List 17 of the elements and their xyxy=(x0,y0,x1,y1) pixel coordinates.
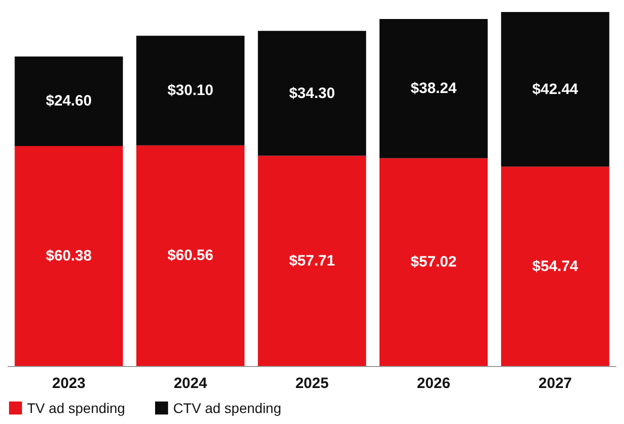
x-tick-label: 2023 xyxy=(52,375,86,392)
data-label: $54.74 xyxy=(532,258,579,275)
data-label: $30.10 xyxy=(167,82,214,100)
data-label: $60.38 xyxy=(46,248,92,265)
x-tick-label: 2027 xyxy=(538,375,572,392)
data-label: $57.02 xyxy=(410,254,457,271)
data-label: $24.60 xyxy=(46,92,92,110)
x-tick-label: 2024 xyxy=(174,375,208,392)
x-tick-label: 2025 xyxy=(295,375,329,392)
legend-label: CTV ad spending xyxy=(173,400,282,416)
data-label: $38.24 xyxy=(410,80,458,98)
data-label: $42.44 xyxy=(532,80,579,98)
legend-label: TV ad spending xyxy=(27,400,126,416)
data-label: $57.71 xyxy=(289,252,335,270)
data-label: $34.30 xyxy=(289,84,335,102)
x-tick-label: 2026 xyxy=(416,375,450,392)
data-label: $60.56 xyxy=(167,247,214,264)
